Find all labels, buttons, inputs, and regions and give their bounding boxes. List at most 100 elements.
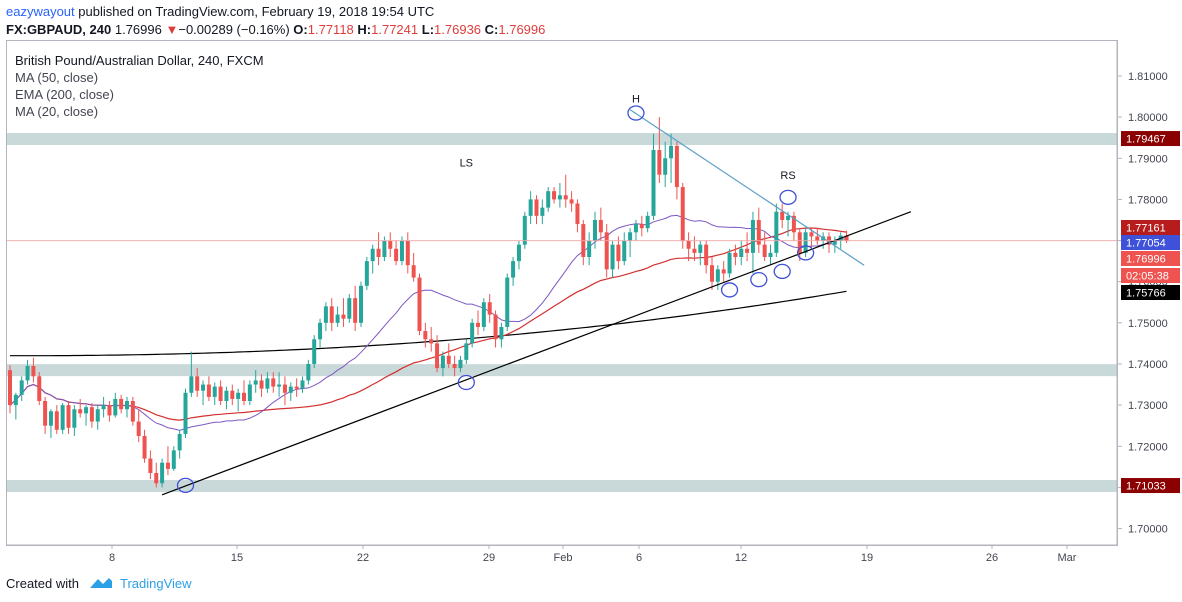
pivot-circle-marker [627, 105, 645, 121]
published-text: published on TradingView.com, February 1… [74, 4, 435, 19]
candle-body [312, 339, 317, 364]
time-tick-label: 29 [483, 552, 495, 564]
candle-body [575, 203, 580, 225]
candle-body [125, 401, 129, 410]
legend-ma20[interactable]: MA (20, close) [15, 104, 99, 119]
candle-body [715, 269, 720, 282]
time-axis: 8 15 22 29 Feb 6 12 19 26 Mar [7, 544, 1117, 564]
annotation-layer: LS H RS [7, 94, 1117, 496]
candle-body [218, 386, 223, 401]
candle-body [31, 366, 36, 377]
pivot-circle-marker [779, 189, 797, 205]
candle-body [429, 339, 434, 344]
ema200-price-tag-bg [1121, 285, 1180, 300]
zone-price-tag: 1.79467 [1126, 134, 1166, 146]
ema200-price-tag: 1.75766 [1126, 288, 1166, 300]
candle-body [101, 405, 106, 410]
candle-body [446, 355, 451, 364]
footer: Created with TradingView [6, 576, 192, 593]
candle-body [171, 450, 176, 469]
candle-body [593, 219, 597, 241]
candle-body [165, 462, 170, 469]
candle-body [815, 236, 820, 241]
candle-body [306, 363, 311, 381]
candle-body [440, 355, 445, 369]
candle-body [107, 405, 112, 416]
low-label: L: [421, 22, 435, 37]
trend-line [161, 211, 912, 496]
candle-body [89, 407, 94, 422]
candle-body [60, 405, 65, 430]
candle-body [253, 380, 258, 385]
time-tick-label: 8 [109, 552, 115, 564]
price-tick-label: 1.73000 [1128, 400, 1168, 412]
candle-body [300, 380, 305, 389]
candle-body [464, 343, 469, 360]
candle-body [72, 409, 77, 428]
candle-body [616, 244, 621, 262]
zone-layer [7, 133, 1117, 493]
candle-body [142, 435, 147, 459]
candle-body [359, 285, 363, 323]
candle-body [669, 145, 674, 159]
pivot-circle-marker [773, 263, 791, 280]
zone-price-tag: 1.71033 [1126, 481, 1166, 493]
zone-price-tag-bg [1121, 478, 1180, 494]
zone-price-tag-bg [1121, 131, 1180, 147]
ohlc-bar: FX:GBPAUD, 240 1.76996 ▼−0.00289 (−0.16%… [6, 22, 545, 37]
ma50-price-tag-bg [1121, 220, 1180, 235]
candle-body [388, 240, 393, 249]
candle-body [43, 401, 48, 426]
candle-body [633, 224, 638, 233]
sr-zone [7, 133, 1117, 146]
price-tick-label: 1.70000 [1128, 524, 1168, 536]
candle-body [470, 322, 475, 344]
time-tick-label: 19 [861, 552, 873, 564]
candle-body [803, 232, 808, 253]
pivot-circle-marker [176, 477, 195, 493]
candle-body [721, 269, 726, 274]
candle-body [195, 376, 200, 391]
candle-body [37, 376, 42, 401]
ema200-line [10, 290, 847, 357]
price-tick-label: 1.80000 [1128, 112, 1168, 124]
author-link[interactable]: eazywayout [6, 4, 75, 19]
ma20-price-tag-bg [1121, 235, 1180, 250]
candle-body [832, 240, 837, 245]
price-tick-label: 1.74000 [1128, 359, 1168, 371]
candle-body [604, 232, 609, 270]
candle-body [552, 191, 557, 200]
candle-body [511, 261, 516, 278]
candle-body [499, 326, 504, 340]
candle-body [212, 386, 217, 397]
candle-body [382, 240, 387, 257]
legend-ma50[interactable]: MA (50, close) [15, 70, 99, 85]
tradingview-link[interactable]: TradingView [120, 576, 192, 591]
candle-body [8, 370, 12, 406]
candle-body [704, 244, 709, 266]
open-value: 1.77118 [307, 22, 354, 37]
ma50-price-tag: 1.77161 [1126, 223, 1166, 235]
candle-body [160, 462, 165, 484]
candle-body [294, 386, 299, 389]
time-tick-label: 6 [636, 552, 642, 564]
chart-title: British Pound/Australian Dollar, 240, FX… [15, 53, 264, 68]
legend-ema200[interactable]: EMA (200, close) [15, 87, 114, 102]
price-tick-label: 1.75000 [1128, 318, 1168, 330]
price-tick-label: 1.81000 [1128, 71, 1168, 83]
pattern-label: RS [780, 170, 795, 182]
time-tick-label: 22 [357, 552, 369, 564]
candle-body [335, 314, 340, 323]
candle-body [206, 384, 211, 397]
created-with-text: Created with [6, 576, 79, 591]
candle-body [66, 405, 71, 428]
candle-body [259, 380, 264, 389]
candle-body [745, 248, 750, 253]
candle-body [230, 390, 235, 399]
candle-body [493, 314, 498, 340]
resistance-line [629, 109, 865, 266]
ma50-line [9, 227, 847, 421]
candle-body [399, 240, 404, 262]
candle-body [78, 409, 83, 414]
